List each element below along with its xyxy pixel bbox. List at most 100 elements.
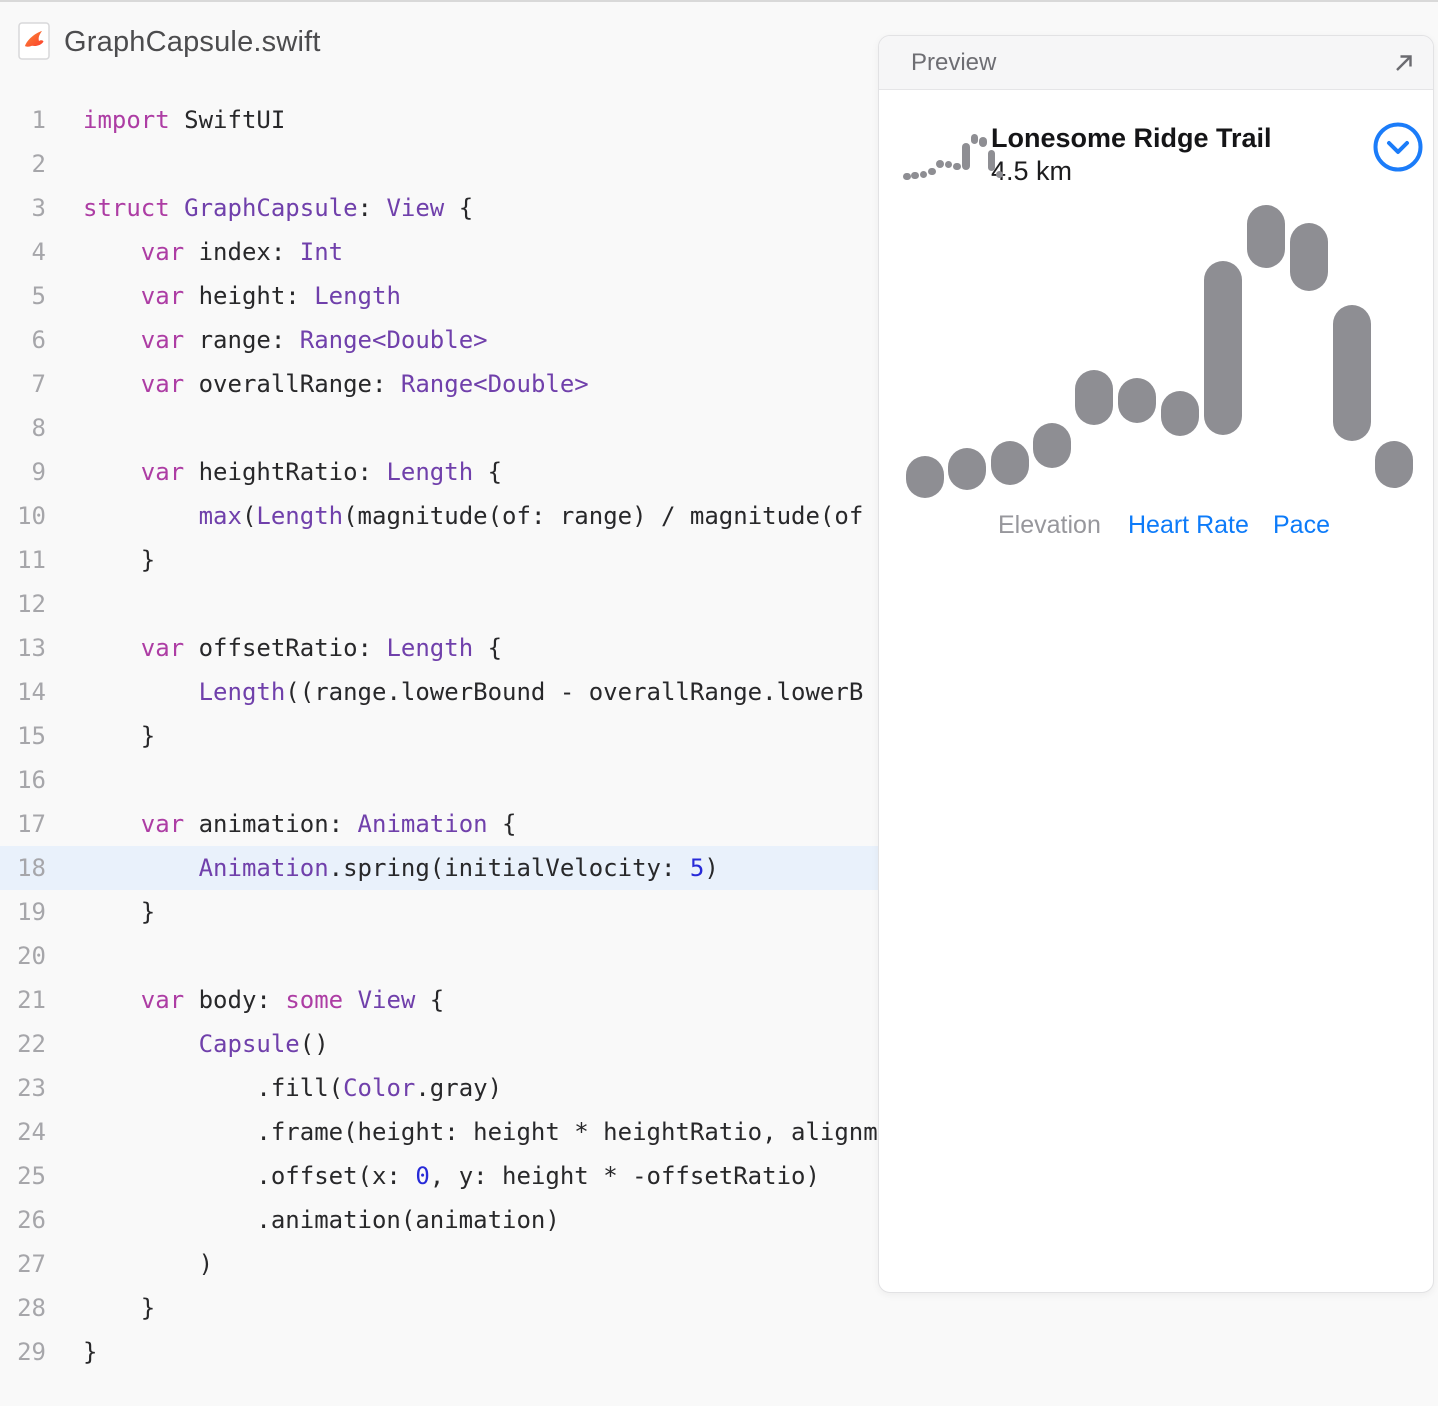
line-number: 22 — [17, 1030, 46, 1058]
graph-capsule — [1033, 423, 1071, 468]
code-line: 10 max(Length(magnitude(of: range) / mag… — [0, 494, 884, 538]
line-number: 16 — [17, 766, 46, 794]
line-number: 18 — [17, 854, 46, 882]
graph-tab-heart-rate[interactable]: Heart Rate — [1128, 511, 1249, 539]
line-number: 14 — [17, 678, 46, 706]
line-number: 7 — [31, 370, 46, 398]
code-text: } — [83, 1338, 98, 1366]
code-text: Animation.spring(initialVelocity: 5) — [198, 854, 719, 882]
graph-tab-elevation[interactable]: Elevation — [998, 511, 1101, 539]
code-line-highlighted: 18 Animation.spring(initialVelocity: 5) — [0, 846, 884, 890]
preview-header: Preview — [879, 36, 1433, 90]
graph-capsule — [1247, 205, 1285, 268]
code-line: 23 .fill(Color.gray) — [0, 1066, 884, 1110]
code-text: Capsule() — [198, 1030, 329, 1058]
line-number: 19 — [17, 898, 46, 926]
chevron-down-circle-icon — [1373, 122, 1423, 172]
code-line: 11 } — [0, 538, 884, 582]
code-text: max(Length(magnitude(of: range) / magnit… — [198, 502, 864, 530]
line-number: 17 — [17, 810, 46, 838]
graph-capsule — [906, 456, 944, 498]
code-line: 3 struct GraphCapsule: View { — [0, 186, 884, 230]
hike-profile-icon — [879, 36, 1433, 1292]
graph-capsule — [991, 441, 1029, 485]
code-line: 14 Length((range.lowerBound - overallRan… — [0, 670, 884, 714]
code-text: .animation(animation) — [83, 1206, 560, 1234]
graph-capsule — [1375, 441, 1413, 488]
code-text: var height: Length — [140, 282, 401, 310]
graph-capsule — [1161, 391, 1199, 436]
code-text: var body: some View { — [140, 986, 445, 1014]
code-text: struct GraphCapsule: View { — [83, 194, 474, 222]
line-number: 12 — [17, 590, 46, 618]
code-text: var range: Range<Double> — [140, 326, 488, 354]
code-line: 2 — [0, 142, 884, 186]
code-line: 29} — [0, 1330, 884, 1374]
line-number: 5 — [31, 282, 46, 310]
code-text: } — [83, 546, 156, 574]
line-number: 4 — [31, 238, 46, 266]
code-text: var offsetRatio: Length { — [140, 634, 503, 662]
line-number: 23 — [17, 1074, 46, 1102]
line-number: 24 — [17, 1118, 46, 1146]
preview-panel: Preview Lonesome Ridge Trail 4.5 km Elev… — [878, 35, 1434, 1293]
code-line: 26 .animation(animation) — [0, 1198, 884, 1242]
code-line: 6 var range: Range<Double> — [0, 318, 884, 362]
chevron-down-button[interactable] — [1372, 121, 1424, 173]
code-text: } — [83, 1294, 156, 1322]
code-text: import SwiftUI — [83, 106, 286, 134]
graph-capsule — [1290, 223, 1328, 291]
code-line: 21 var body: some View { — [0, 978, 884, 1022]
swift-file-icon — [18, 22, 50, 60]
code-line: 9 var heightRatio: Length { — [0, 450, 884, 494]
line-number: 6 — [31, 326, 46, 354]
graph-tabs: Elevation Heart Rate Pace — [879, 510, 1433, 540]
code-text: Length((range.lowerBound - overallRange.… — [198, 678, 864, 706]
code-text: var overallRange: Range<Double> — [140, 370, 589, 398]
code-line: 19 } — [0, 890, 884, 934]
code-line: 27 ) — [0, 1242, 884, 1286]
code-text: .fill(Color.gray) — [83, 1074, 503, 1102]
code-text: } — [83, 722, 156, 750]
code-text: var animation: Animation { — [140, 810, 517, 838]
line-number: 28 — [17, 1294, 46, 1322]
graph-tab-pace[interactable]: Pace — [1273, 511, 1330, 539]
line-number: 13 — [17, 634, 46, 662]
hike-row: Lonesome Ridge Trail 4.5 km — [879, 114, 1433, 204]
hike-distance: 4.5 km — [991, 156, 1073, 186]
code-line: 28 } — [0, 1286, 884, 1330]
code-text: ) — [83, 1250, 214, 1278]
code-line: 24 .frame(height: height * heightRatio, … — [0, 1110, 884, 1154]
arrow-up-right-icon — [1396, 55, 1412, 71]
code-text: .offset(x: 0, y: height * -offsetRatio) — [83, 1162, 820, 1190]
code-line: 17 var animation: Animation { — [0, 802, 884, 846]
code-line: 4 var index: Int — [0, 230, 884, 274]
line-number: 3 — [31, 194, 46, 222]
line-number: 25 — [17, 1162, 46, 1190]
code-line: 5 var height: Length — [0, 274, 884, 318]
file-header: GraphCapsule.swift — [0, 2, 1438, 82]
code-line: 8 — [0, 406, 884, 450]
line-number: 11 — [17, 546, 46, 574]
line-number: 8 — [31, 414, 46, 442]
capsule-graph — [879, 36, 1433, 1292]
line-number: 26 — [17, 1206, 46, 1234]
expand-preview-button[interactable] — [1391, 50, 1417, 76]
code-text: } — [83, 898, 156, 926]
code-text: var heightRatio: Length { — [140, 458, 503, 486]
code-editor: 1 import SwiftUI 2 3 struct GraphCapsule: Vi… — [0, 98, 1438, 1374]
graph-capsule — [948, 448, 986, 490]
graph-capsule — [1118, 378, 1156, 423]
code-line: 7 var overallRange: Range<Double> — [0, 362, 884, 406]
code-text: var index: Int — [140, 238, 344, 266]
line-number: 2 — [31, 150, 46, 178]
code-line: 15 } — [0, 714, 884, 758]
code-line: 12 — [0, 582, 884, 626]
preview-title: Preview — [911, 49, 997, 76]
graph-capsule — [1204, 261, 1242, 435]
code-line: 13 var offsetRatio: Length { — [0, 626, 884, 670]
code-line: 20 — [0, 934, 884, 978]
code-line: 22 Capsule() — [0, 1022, 884, 1066]
line-number: 27 — [17, 1250, 46, 1278]
